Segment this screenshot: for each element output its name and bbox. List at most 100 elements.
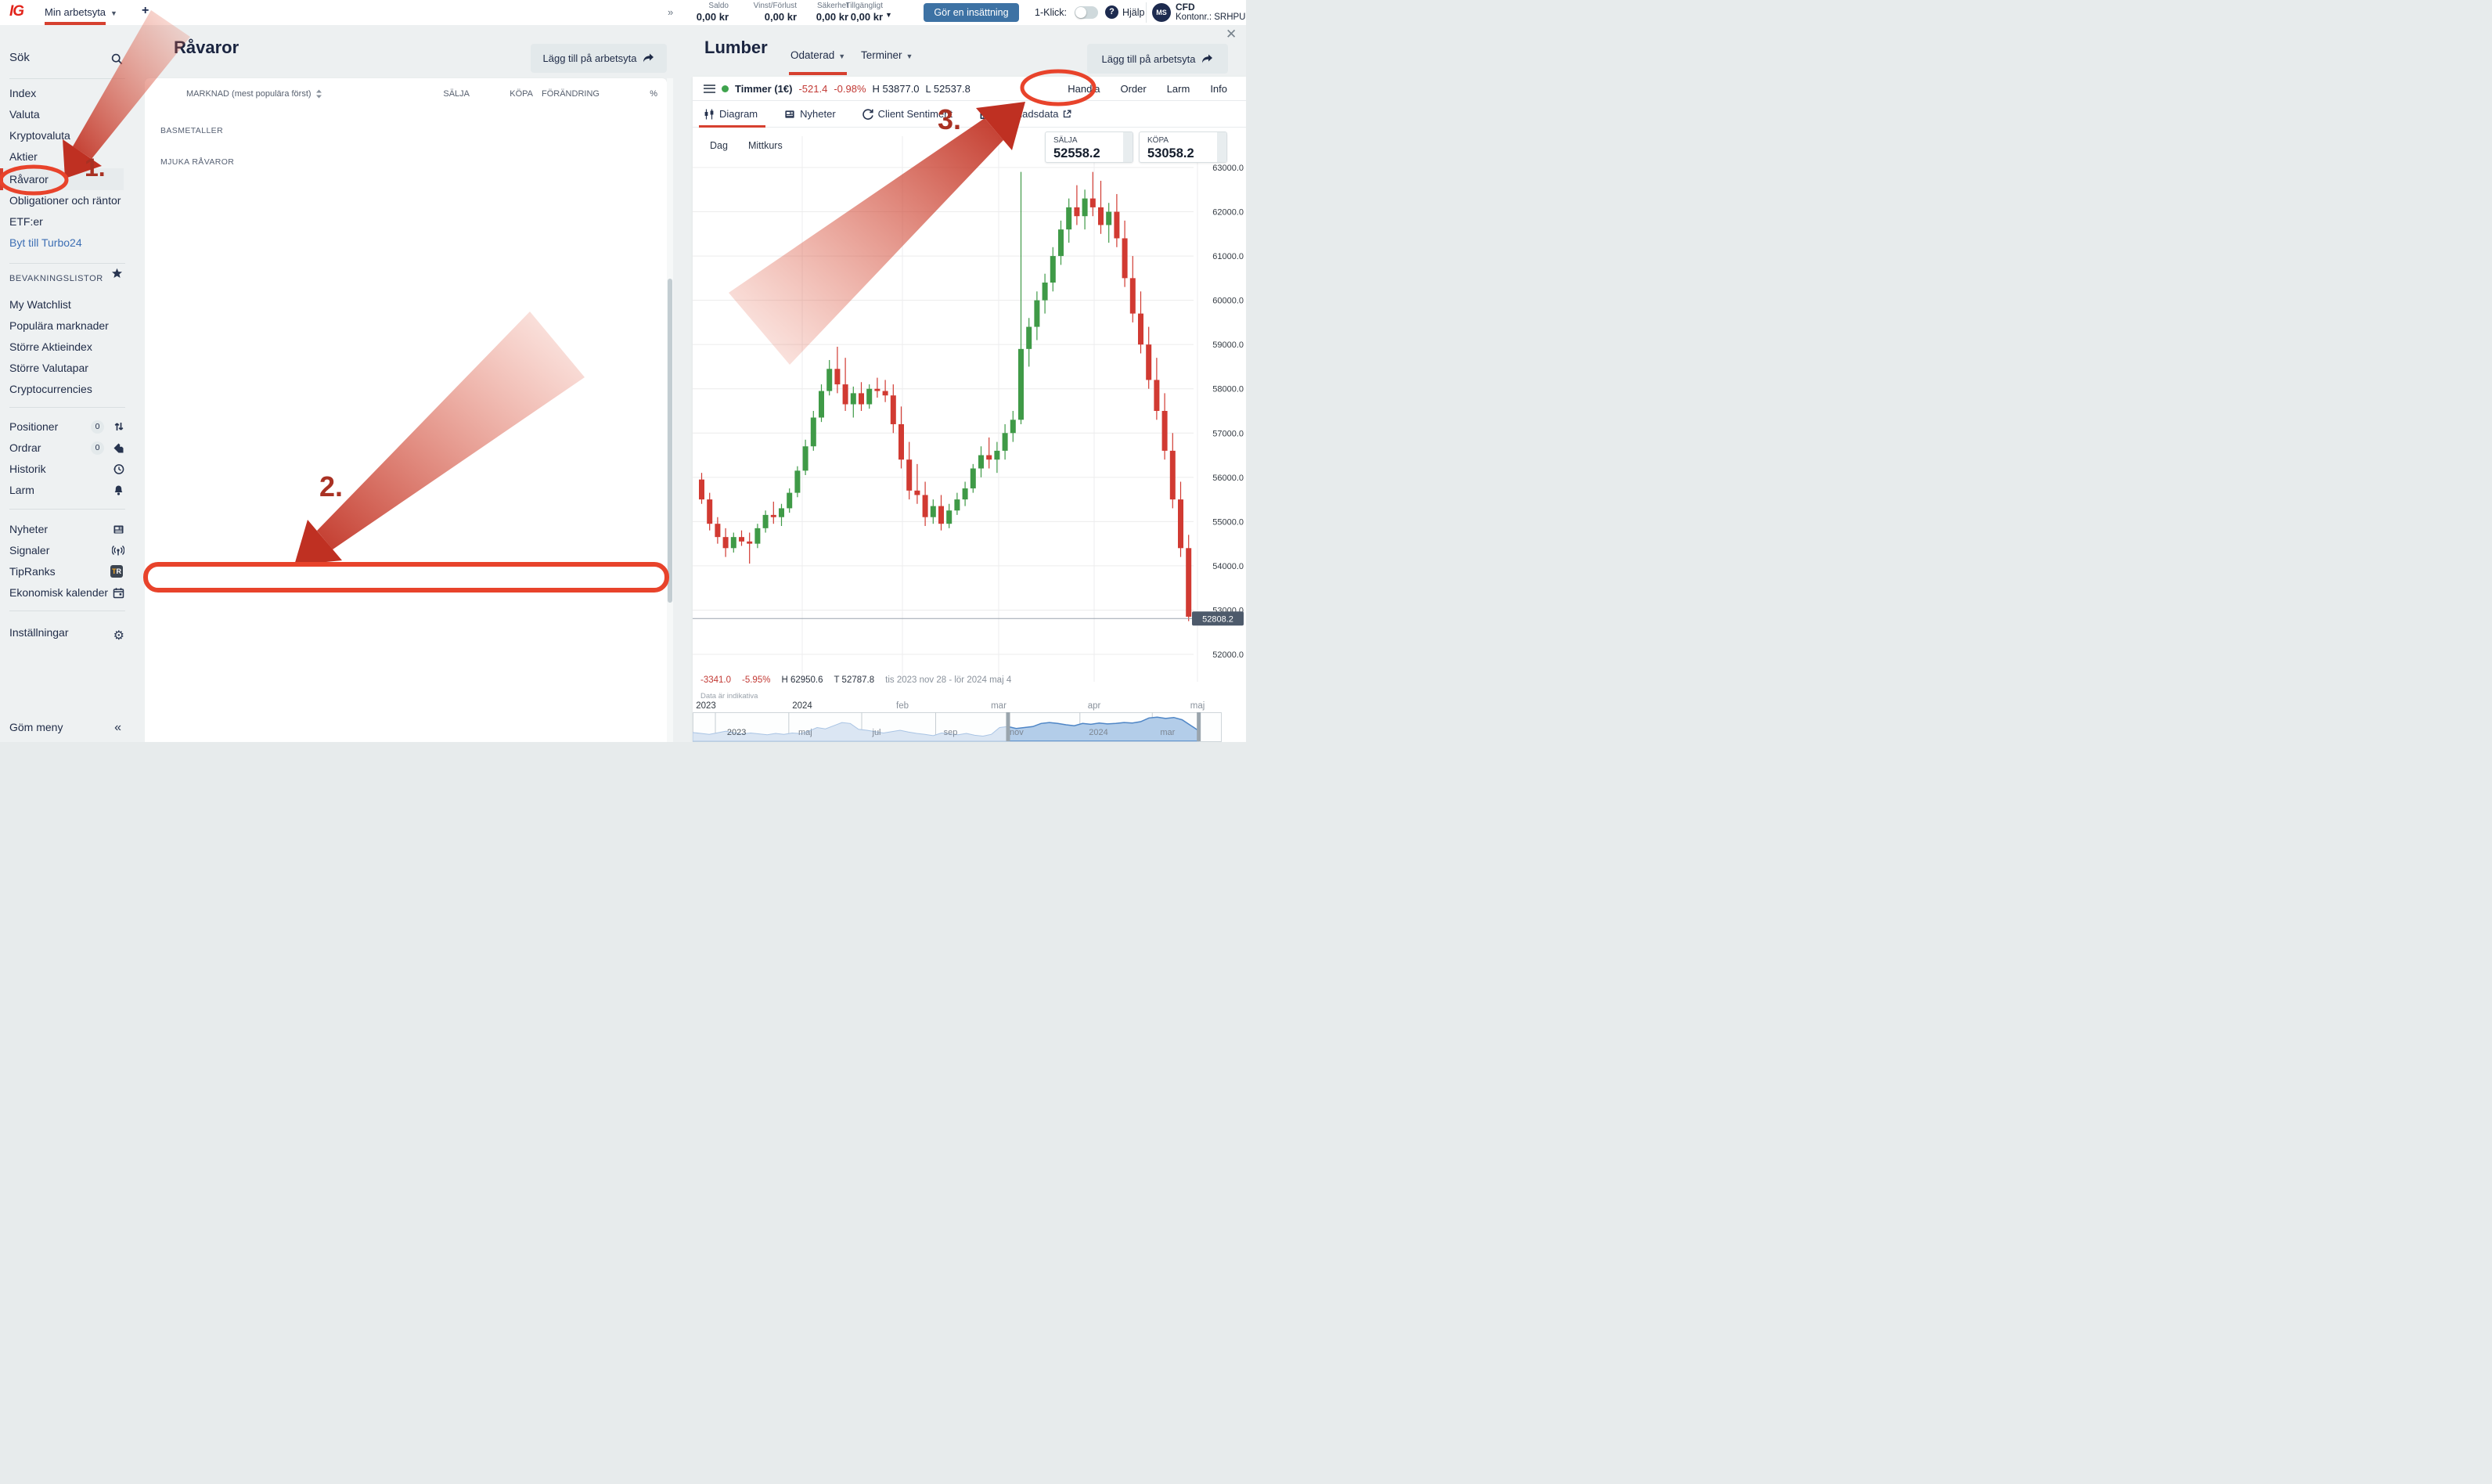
info-button[interactable]: Info [1210, 82, 1227, 95]
column-change[interactable]: FÖRÄNDRING [542, 89, 600, 99]
candlestick-icon [704, 109, 715, 120]
sidebar-item-obligationer[interactable]: Obligationer och räntor [9, 194, 121, 207]
navigator-label: sep [944, 728, 958, 737]
market-open-dot [722, 85, 729, 92]
y-axis-label: 63000.0 [1212, 164, 1244, 173]
tag-icon [113, 442, 124, 454]
instrument-low: L 52537.8 [925, 82, 971, 95]
sidebar: Sök Index Valuta Kryptovaluta Aktier Råv… [0, 25, 145, 742]
chart-footer-stats: -3341.0 -5.95% H 62950.6 T 52787.8 tis 2… [700, 675, 1011, 685]
tab-marknadsdata[interactable]: Marknadsdata [979, 108, 1071, 120]
switch-to-turbo24-link[interactable]: Byt till Turbo24 [9, 236, 82, 249]
y-axis-label: 58000.0 [1212, 385, 1244, 394]
help-icon[interactable]: ? [1105, 5, 1118, 19]
one-click-toggle[interactable] [1075, 6, 1098, 19]
sidebar-item-storre-valutapar[interactable]: Större Valutapar [9, 362, 88, 374]
add-to-workspace-button[interactable]: Lägg till på arbetsyta [1087, 44, 1228, 74]
scrollbar-thumb[interactable] [668, 279, 672, 603]
buy-label: KÖPA [1147, 136, 1169, 145]
news-icon [113, 524, 124, 535]
navigator-handle[interactable] [1197, 712, 1201, 741]
navigator-handle[interactable] [1006, 712, 1010, 741]
search-input[interactable]: Sök [0, 47, 145, 68]
sidebar-item-installningar[interactable]: Inställningar ⚙ [0, 622, 145, 643]
sidebar-item-cryptocurrencies[interactable]: Cryptocurrencies [9, 383, 92, 395]
sidebar-item-tipranks[interactable]: TipRanks TR [9, 565, 123, 578]
chart-tabs-bar: Diagram Nyheter Client Sentiment Marknad… [693, 101, 1246, 128]
new-workspace-button[interactable]: + [142, 4, 149, 17]
sidebar-item-kryptovaluta[interactable]: Kryptovaluta [9, 129, 70, 142]
x-axis-label: 2023 [696, 701, 716, 711]
buy-price: 53058.2 [1147, 146, 1194, 160]
add-to-workspace-button[interactable]: Lägg till på arbetsyta [531, 44, 667, 73]
period-selector[interactable]: Dag [710, 139, 728, 151]
sidebar-item-etfer[interactable]: ETF:er [9, 215, 43, 228]
positions-count-badge: 0 [91, 420, 104, 434]
tab-odaterad[interactable]: Odaterad ▼ [790, 49, 846, 61]
handla-button[interactable]: Handla [1068, 82, 1100, 95]
buy-quote-button[interactable]: KÖPA 53058.2 [1139, 131, 1227, 163]
y-axis-label: 52000.0 [1212, 650, 1244, 660]
y-axis-label: 55000.0 [1212, 517, 1244, 527]
orders-count-badge: 0 [91, 441, 104, 455]
y-axis-label: 61000.0 [1212, 252, 1244, 261]
price-type-selector[interactable]: Mittkurs [747, 139, 783, 151]
instrument-title: Lumber [704, 38, 768, 57]
candlestick-chart[interactable]: 63000.0 62000.0 61000.0 60000.0 59000.0 58000… [693, 128, 1246, 742]
x-axis-label: apr [1088, 701, 1101, 711]
tab-diagram[interactable]: Diagram [704, 108, 758, 120]
sidebar-item-larm[interactable]: Larm [0, 480, 145, 501]
navigator-label: 2024 [1089, 728, 1107, 737]
sidebar-item-signaler[interactable]: Signaler [0, 540, 145, 561]
x-axis-label: feb [896, 701, 909, 711]
column-market[interactable]: MARKNAD (mest populära först) [186, 89, 312, 99]
sidebar-item-my-watchlist[interactable]: My Watchlist [9, 298, 71, 311]
sidebar-item-historik[interactable]: Historik [0, 459, 145, 480]
workspace-tab[interactable]: Min arbetsyta ▼ [45, 6, 117, 18]
larm-button[interactable]: Larm [1166, 82, 1190, 95]
search-icon [111, 53, 123, 65]
instrument-change: -521.4 [798, 82, 828, 95]
market-table-body: BASMETALLER MJUKA RÅVAROR [145, 110, 667, 172]
tab-nyheter[interactable]: Nyheter [784, 108, 836, 120]
sidebar-item-index[interactable]: Index [9, 87, 37, 99]
sidebar-item-ravaror[interactable]: Råvaror [9, 173, 49, 186]
chevron-down-icon: ▼ [110, 9, 117, 17]
instrument-high: H 53877.0 [872, 82, 920, 95]
sidebar-item-populara-marknader[interactable]: Populära marknader [9, 319, 109, 332]
table-header-row: MARKNAD (mest populära först) SÄLJA KÖPA… [145, 78, 667, 110]
sidebar-item-ekonomisk-kalender[interactable]: Ekonomisk kalender [0, 582, 145, 603]
instrument-change-pct: -0.98% [834, 82, 866, 95]
current-price-tag: 52808.2 [1202, 614, 1233, 624]
avatar[interactable]: MS [1152, 3, 1171, 22]
tab-terminer[interactable]: Terminer ▼ [861, 49, 913, 61]
bell-icon [113, 484, 124, 496]
expand-chevrons-icon[interactable]: » [668, 6, 674, 18]
y-axis-label: 56000.0 [1212, 474, 1244, 483]
stat-vinst-forlust: Vinst/Förlust 0,00 kr [753, 2, 797, 23]
sidebar-item-positioner[interactable]: Positioner 0 [0, 416, 145, 438]
calendar-icon [113, 587, 124, 599]
column-pct[interactable]: % [650, 89, 657, 99]
signal-icon [112, 545, 124, 556]
chevron-down-icon[interactable]: ▼ [885, 11, 892, 19]
sell-quote-button[interactable]: SÄLJA 52558.2 [1045, 131, 1133, 163]
hide-menu-button[interactable]: Göm meny « [0, 717, 145, 738]
sidebar-item-aktier[interactable]: Aktier [9, 150, 38, 163]
order-button[interactable]: Order [1120, 82, 1147, 95]
tab-client-sentiment[interactable]: Client Sentiment [862, 108, 953, 120]
sidebar-item-storre-aktieindex[interactable]: Större Aktieindex [9, 340, 92, 353]
sidebar-item-ordrar[interactable]: Ordrar 0 [0, 438, 145, 459]
sidebar-item-valuta[interactable]: Valuta [9, 108, 40, 121]
sort-icon[interactable] [315, 89, 322, 99]
menu-icon[interactable] [704, 82, 715, 95]
trading-platform-window: IG Min arbetsyta ▼ + » Saldo 0,00 kr Vinst… [0, 0, 1246, 742]
range-change: -3341.0 [700, 675, 732, 685]
help-label[interactable]: Hjälp [1122, 7, 1145, 18]
sidebar-item-nyheter[interactable]: Nyheter [0, 519, 145, 540]
close-icon[interactable]: ✕ [1226, 27, 1237, 41]
deposit-button[interactable]: Gör en insättning [924, 3, 1019, 22]
column-sell[interactable]: SÄLJA [443, 89, 470, 99]
external-link-icon [1063, 110, 1071, 118]
column-buy[interactable]: KÖPA [510, 89, 533, 99]
